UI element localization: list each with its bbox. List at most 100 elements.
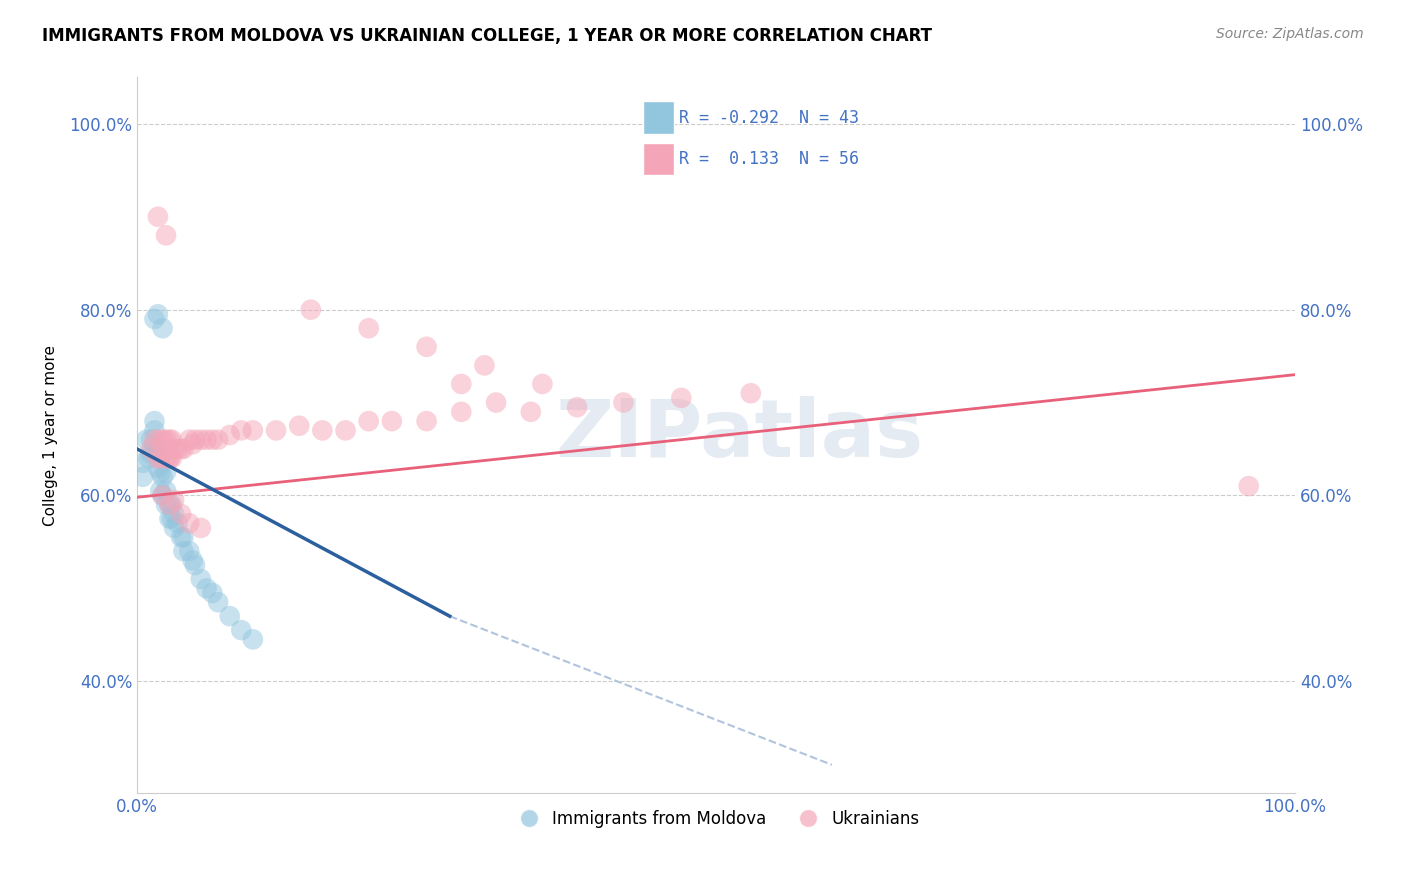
Point <box>159 498 181 512</box>
Point <box>242 632 264 647</box>
Point <box>143 414 166 428</box>
Point <box>146 307 169 321</box>
Point <box>381 414 404 428</box>
Point <box>138 451 160 466</box>
Point <box>155 465 177 479</box>
Point <box>201 586 224 600</box>
Point <box>155 483 177 498</box>
Point <box>288 418 311 433</box>
Point <box>242 424 264 438</box>
Point <box>181 553 204 567</box>
Point <box>132 470 155 484</box>
Point <box>166 442 188 456</box>
Point <box>170 530 193 544</box>
Point <box>143 424 166 438</box>
Point <box>152 488 174 502</box>
Point <box>149 483 172 498</box>
Point <box>143 312 166 326</box>
Point <box>485 395 508 409</box>
Point <box>155 228 177 243</box>
Point <box>172 530 194 544</box>
Point <box>160 451 183 466</box>
Point <box>163 521 186 535</box>
Point <box>163 507 186 521</box>
Text: Source: ZipAtlas.com: Source: ZipAtlas.com <box>1216 27 1364 41</box>
Point <box>172 442 194 456</box>
Point <box>207 433 229 447</box>
Point <box>231 424 253 438</box>
Point <box>166 516 188 531</box>
Point <box>152 321 174 335</box>
Point <box>143 433 166 447</box>
Point <box>179 516 201 531</box>
Point <box>172 544 194 558</box>
Point <box>160 511 183 525</box>
Point <box>152 433 174 447</box>
Point <box>149 433 172 447</box>
Point <box>139 447 162 461</box>
Point <box>152 447 174 461</box>
Point <box>474 359 496 373</box>
Point <box>155 498 177 512</box>
Point <box>612 395 634 409</box>
Point <box>450 405 472 419</box>
Point <box>450 376 472 391</box>
Y-axis label: College, 1 year or more: College, 1 year or more <box>44 344 58 525</box>
Point <box>179 544 201 558</box>
Point <box>520 405 543 419</box>
Point <box>357 414 380 428</box>
Point <box>163 493 186 508</box>
Point <box>146 210 169 224</box>
Point <box>311 424 333 438</box>
Point <box>155 451 177 466</box>
Point <box>565 400 588 414</box>
Point <box>170 507 193 521</box>
Point <box>135 433 157 447</box>
Point <box>184 433 207 447</box>
Point <box>159 433 181 447</box>
Point <box>671 391 693 405</box>
Point <box>218 609 240 624</box>
Point <box>415 414 437 428</box>
Point <box>181 437 204 451</box>
Point <box>190 433 212 447</box>
Point <box>143 437 166 451</box>
Point <box>740 386 762 401</box>
Point <box>415 340 437 354</box>
Point <box>264 424 287 438</box>
Point <box>152 470 174 484</box>
Point <box>152 488 174 502</box>
Text: IMMIGRANTS FROM MOLDOVA VS UKRAINIAN COLLEGE, 1 YEAR OR MORE CORRELATION CHART: IMMIGRANTS FROM MOLDOVA VS UKRAINIAN COL… <box>42 27 932 45</box>
Legend: Immigrants from Moldova, Ukrainians: Immigrants from Moldova, Ukrainians <box>506 803 927 834</box>
Point <box>163 442 186 456</box>
Point <box>335 424 357 438</box>
Point <box>207 595 229 609</box>
Point <box>190 521 212 535</box>
Point <box>159 451 181 466</box>
Point <box>149 465 172 479</box>
Point <box>190 572 212 586</box>
Point <box>149 451 172 466</box>
Point <box>159 451 181 466</box>
Point <box>231 623 253 637</box>
Point <box>160 498 183 512</box>
Point <box>146 451 169 466</box>
Point <box>155 433 177 447</box>
Point <box>531 376 554 391</box>
Point <box>184 558 207 573</box>
Point <box>299 302 322 317</box>
Point <box>201 433 224 447</box>
Point <box>159 511 181 525</box>
Point <box>159 498 181 512</box>
Point <box>357 321 380 335</box>
Text: ZIPatlas: ZIPatlas <box>555 396 924 474</box>
Point <box>170 442 193 456</box>
Point <box>139 433 162 447</box>
Point <box>179 433 201 447</box>
Point <box>139 442 162 456</box>
Point <box>195 433 218 447</box>
Point <box>160 433 183 447</box>
Point <box>132 456 155 470</box>
Point <box>1237 479 1260 493</box>
Point <box>146 460 169 475</box>
